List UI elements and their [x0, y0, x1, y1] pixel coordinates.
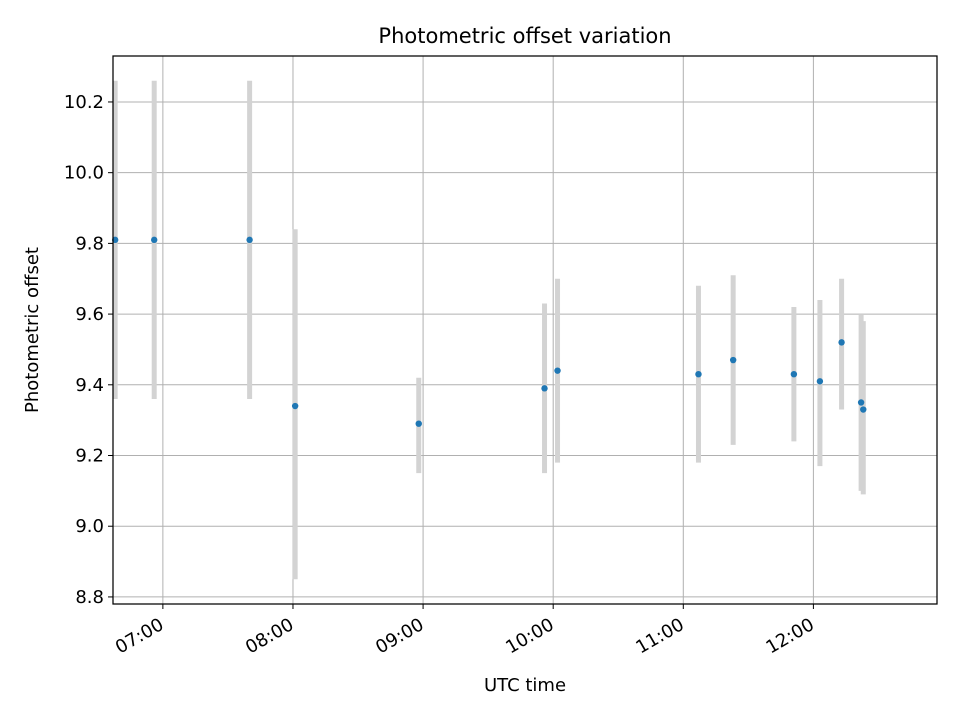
data-point [291, 402, 299, 410]
y-tick-label: 10.2 [64, 92, 104, 113]
chart-title: Photometric offset variation [378, 24, 671, 48]
data-point [415, 420, 422, 427]
data-point [860, 406, 867, 413]
y-axis: 8.8 9.0 9.2 9.4 9.6 9.8 10.0 10.2 [64, 92, 113, 608]
data-point [816, 378, 824, 385]
y-axis-label: Photometric offset [22, 247, 43, 413]
data-point [729, 356, 737, 364]
plot-frame [112, 55, 938, 605]
y-tick-label: 9.2 [75, 446, 104, 467]
y-tick-label: 8.8 [75, 587, 104, 608]
data-point [790, 370, 798, 378]
data-point [695, 370, 702, 378]
y-tick-label: 9.6 [75, 304, 104, 325]
data-point [541, 385, 548, 392]
data-point [151, 236, 158, 244]
data-point [857, 399, 865, 406]
data-point [838, 339, 845, 346]
y-tick-label: 10.0 [64, 163, 104, 184]
y-tick-label: 9.4 [75, 375, 104, 396]
y-tick-label: 9.8 [75, 233, 104, 254]
y-tick-label: 9.0 [75, 516, 104, 537]
data-markers [111, 236, 867, 427]
data-point [246, 236, 253, 244]
x-axis-label: UTC time [484, 675, 566, 696]
data-point [554, 367, 561, 374]
